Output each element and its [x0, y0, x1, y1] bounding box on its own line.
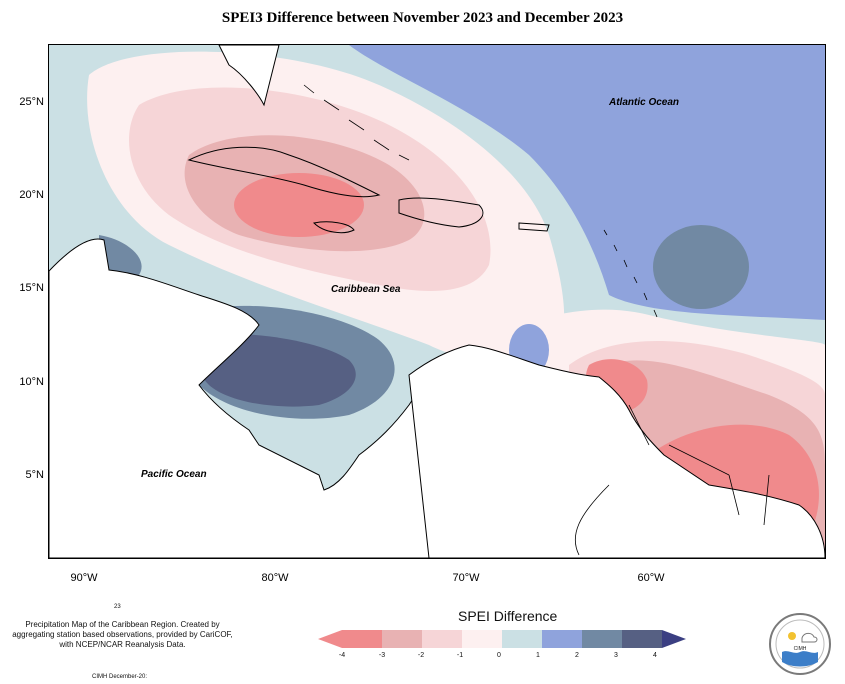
land-puerto-rico: [518, 222, 550, 232]
caribbean-sea-label: Caribbean Sea: [331, 284, 401, 295]
legend-arrow-left: [318, 630, 342, 648]
legend-tick-label: 1: [536, 652, 540, 659]
lat-tick-20n: 20°N: [19, 189, 44, 201]
legend-tick-label: -4: [338, 652, 346, 659]
contour-core-minus4-jamaica: [234, 173, 364, 237]
lat-tick-25n: 25°N: [19, 96, 44, 108]
contour-blob-plus2-atlantic: [653, 225, 749, 309]
land-central-america: [49, 238, 450, 558]
lon-tick-70w: 70°W: [452, 572, 480, 584]
land-bahamas: [303, 84, 410, 161]
legend-tick-label: 4: [653, 652, 657, 659]
land-jamaica: [312, 221, 355, 234]
legend-tick-label: 2: [575, 652, 579, 659]
legend-tick-label: 3: [614, 652, 618, 659]
spei-map: [49, 45, 825, 558]
legend-color-cell: [382, 630, 422, 648]
contour-band-plus2-plus3-honduras: [99, 235, 142, 281]
legend-color-cell: [422, 630, 462, 648]
lon-tick-60w: 60°W: [637, 572, 665, 584]
land-lesser-antilles: [603, 229, 658, 318]
cimh-logo: CIMH: [769, 613, 831, 675]
land-hispaniola: [398, 197, 484, 228]
legend-color-cell: [542, 630, 582, 648]
legend-tick-label: -3: [378, 652, 386, 659]
legend-color-cell: [462, 630, 502, 648]
legend-title: SPEI Difference: [458, 608, 558, 624]
credit-text: Precipitation Map of the Caribbean Regio…: [12, 620, 233, 649]
land-south-america: [408, 344, 825, 558]
lat-tick-10n: 10°N: [19, 376, 44, 388]
legend-tick-label: -2: [417, 652, 425, 659]
lat-tick-15n: 15°N: [19, 282, 44, 294]
legend-color-cell: [502, 630, 542, 648]
legend-colorbar: [318, 630, 686, 648]
land-florida: [218, 45, 280, 107]
legend-color-cell: [342, 630, 382, 648]
svg-text:CIMH: CIMH: [794, 646, 807, 652]
pacific-ocean-label: Pacific Ocean: [141, 469, 207, 480]
lon-tick-90w: 90°W: [70, 572, 98, 584]
legend-tick-label: 0: [497, 652, 501, 659]
legend-color-cell: [622, 630, 662, 648]
credit-footer: CIMH December-20:: [92, 674, 148, 680]
credit-number: 23: [114, 604, 121, 610]
lon-tick-80w: 80°W: [261, 572, 289, 584]
lat-tick-5n: 5°N: [25, 469, 44, 481]
legend-arrow-right: [662, 630, 686, 648]
legend-color-cell: [582, 630, 622, 648]
map-title: SPEI3 Difference between November 2023 a…: [221, 10, 624, 26]
land-cuba: [187, 146, 381, 198]
atlantic-ocean-label: Atlantic Ocean: [609, 97, 680, 108]
legend-tick-label: -1: [456, 652, 464, 659]
border-lines: [575, 404, 770, 556]
map-panel: Atlantic Ocean Caribbean Sea Pacific Oce…: [48, 44, 826, 559]
